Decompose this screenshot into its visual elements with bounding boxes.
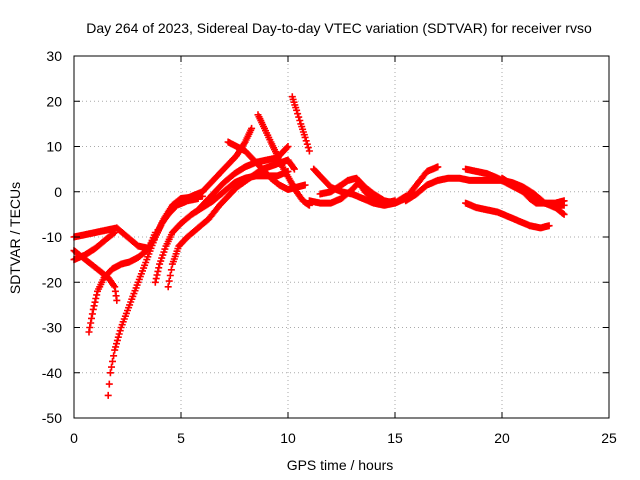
series-arc12	[288, 93, 313, 155]
series-arc10	[224, 138, 309, 193]
x-tick-label: 0	[70, 430, 78, 446]
x-tick-label: 5	[177, 430, 185, 446]
grid	[74, 56, 609, 418]
series-arc15	[316, 163, 442, 207]
chart-title: Day 264 of 2023, Sidereal Day-to-day VTE…	[86, 20, 592, 36]
y-tick-label: 10	[46, 139, 62, 155]
y-tick-label: 30	[46, 48, 62, 64]
data-point-markers	[254, 111, 313, 209]
data-point-markers	[498, 174, 568, 207]
y-tick-label: 20	[46, 93, 62, 109]
data-point-markers	[316, 163, 442, 207]
x-tick-label: 20	[494, 430, 510, 446]
data-point-markers	[462, 199, 553, 232]
y-tick-label: 0	[54, 184, 62, 200]
series-arc19	[498, 174, 568, 207]
y-tick-label: -30	[42, 320, 62, 336]
data-points	[70, 93, 568, 399]
data-point-markers	[177, 124, 256, 205]
y-tick-label: -50	[42, 410, 62, 426]
series-arc11	[254, 111, 313, 209]
y-tick-label: -20	[42, 274, 62, 290]
y-tick-label: -40	[42, 365, 62, 381]
series-arc9	[177, 124, 256, 205]
data-point-markers	[224, 138, 309, 193]
axis-ticks: 0 5 10 15 20 25 -50 -40 -30 -20 -10 0 10 20 30	[42, 48, 617, 446]
data-point-markers	[288, 93, 313, 155]
y-tick-label: -10	[42, 229, 62, 245]
x-tick-label: 10	[280, 430, 296, 446]
x-tick-label: 25	[601, 430, 617, 446]
x-axis-label: GPS time / hours	[287, 457, 394, 473]
series-arc18	[462, 199, 553, 232]
x-tick-label: 15	[387, 430, 403, 446]
y-axis-label: SDTVAR / TECUs	[7, 182, 23, 294]
